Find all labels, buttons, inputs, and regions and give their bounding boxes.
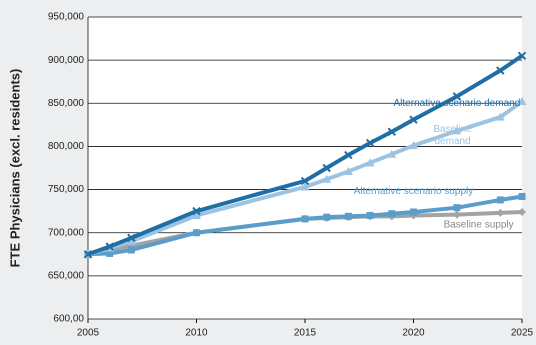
marker xyxy=(343,166,353,175)
y-tick-label: 650,000 xyxy=(48,270,85,281)
y-axis-label: FTE Physicians (excl. residents) xyxy=(7,69,22,268)
marker xyxy=(127,246,135,254)
y-tick-label: 800,000 xyxy=(48,141,85,152)
x-tick-label: 2020 xyxy=(402,328,425,339)
marker xyxy=(496,196,504,204)
marker xyxy=(344,212,352,220)
x-tick-label: 2010 xyxy=(185,328,208,339)
y-tick-label: 600,00 xyxy=(53,314,84,325)
marker xyxy=(365,138,375,148)
marker xyxy=(388,210,396,218)
series-label: Alternative scenario demand xyxy=(394,98,521,109)
marker xyxy=(496,66,505,75)
marker xyxy=(495,112,505,121)
marker xyxy=(517,97,527,106)
marker xyxy=(323,213,331,221)
marker xyxy=(83,250,93,259)
series-label: Baseline demand xyxy=(433,124,472,147)
marker xyxy=(192,210,201,219)
marker xyxy=(452,126,462,135)
marker xyxy=(453,204,461,212)
marker xyxy=(517,51,527,61)
marker xyxy=(127,233,136,243)
x-tick-label: 2025 xyxy=(511,328,534,339)
marker xyxy=(409,115,418,124)
marker xyxy=(452,92,462,101)
y-tick-label: 950,000 xyxy=(48,12,85,23)
marker xyxy=(322,163,331,173)
marker xyxy=(344,150,353,160)
marker xyxy=(409,141,418,150)
marker xyxy=(366,211,374,219)
series-label: Baseline supply xyxy=(444,220,514,231)
marker xyxy=(518,192,526,200)
marker xyxy=(126,236,136,245)
y-tick-label: 750,000 xyxy=(48,184,85,195)
label-line: Baseline xyxy=(433,124,472,135)
marker xyxy=(410,208,417,216)
x-tick-label: 2015 xyxy=(294,328,317,339)
marker xyxy=(518,208,526,217)
marker xyxy=(193,229,200,237)
marker xyxy=(300,182,310,191)
marker xyxy=(300,176,310,186)
x-tick-label: 2005 xyxy=(77,328,100,339)
marker xyxy=(387,127,397,136)
y-tick-label: 700,000 xyxy=(48,227,85,238)
marker xyxy=(192,206,201,216)
plot-area xyxy=(88,17,522,319)
marker xyxy=(106,249,114,257)
marker xyxy=(365,158,375,167)
marker xyxy=(387,149,397,158)
marker xyxy=(301,215,309,223)
y-tick-label: 850,000 xyxy=(48,98,85,109)
label-line: demand xyxy=(434,136,470,147)
series-label: Alternative scenario supply xyxy=(354,186,474,197)
marker xyxy=(105,242,114,251)
marker xyxy=(496,208,505,217)
marker xyxy=(322,174,332,183)
y-tick-label: 900,000 xyxy=(48,55,85,66)
marker xyxy=(452,210,461,219)
